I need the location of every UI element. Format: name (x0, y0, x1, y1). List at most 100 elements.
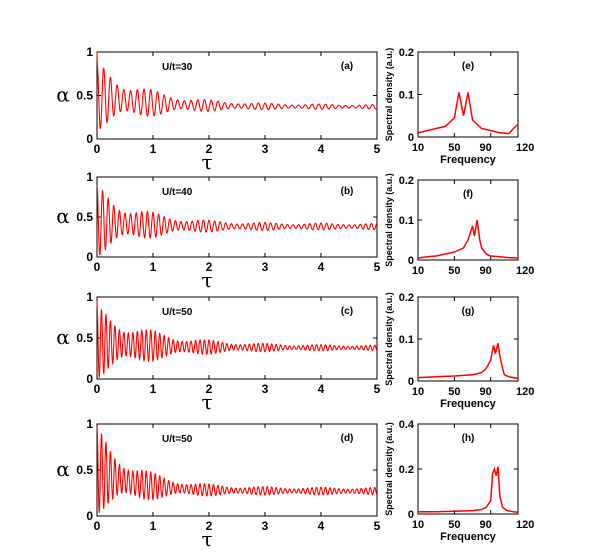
x-tick-label-b: 2 (206, 260, 213, 274)
x-tick-label-h: 90 (479, 519, 491, 531)
panel-label-d: (d) (341, 433, 354, 444)
x-tick-label-f: 50 (448, 265, 460, 277)
panel-label-h: (h) (462, 433, 475, 444)
y-tick-label-c: 0.5 (76, 331, 93, 345)
panel-label-f: (f) (463, 189, 473, 200)
y-tick-label-a: 0.5 (76, 89, 93, 103)
y-tick-label-e: 0.1 (399, 90, 414, 102)
annotation-b: U/t=40 (162, 187, 193, 198)
y-tick-label-a: 1 (86, 45, 93, 59)
x-tick-label-d: 0 (94, 519, 101, 533)
x-axis-label-e: Frequency (440, 154, 497, 166)
y-axis-label-a: α (56, 83, 70, 107)
x-tick-label-e: 10 (412, 142, 424, 154)
x-tick-label-e: 90 (479, 142, 491, 154)
x-axis-label-g: Frequency (440, 398, 497, 410)
series-line-g (417, 343, 519, 380)
x-tick-label-g: 90 (479, 386, 491, 398)
x-axis-label-b: τ (201, 268, 212, 292)
x-tick-label-h: 50 (448, 519, 460, 531)
x-tick-label-g: 50 (448, 386, 460, 398)
plot-frame-a (96, 51, 378, 140)
x-tick-label-e: 50 (448, 142, 460, 154)
x-tick-label-b: 5 (374, 260, 381, 274)
y-tick-label-c: 0 (86, 372, 93, 386)
x-axis-label-h: Frequency (440, 531, 497, 543)
x-axis-label-c: τ (201, 390, 212, 414)
series-line-d (96, 427, 378, 513)
x-tick-label-f: 90 (479, 265, 491, 277)
x-tick-label-h: 120 (516, 519, 534, 531)
y-tick-label-g: 0 (408, 376, 414, 388)
series-line-e (417, 92, 519, 135)
y-tick-label-b: 0.5 (76, 210, 93, 224)
x-tick-label-f: 10 (412, 265, 424, 277)
series-line-f (417, 219, 519, 259)
panel-label-e: (e) (462, 61, 474, 72)
annotation-c: U/t=50 (162, 307, 193, 318)
plot-frame-h (417, 423, 519, 515)
y-tick-label-h: 0.2 (399, 464, 414, 476)
x-tick-label-h: 10 (412, 519, 424, 531)
y-tick-label-e: 0 (408, 132, 414, 144)
x-axis-label-d: τ (201, 527, 212, 551)
y-tick-label-f: 0 (408, 255, 414, 267)
x-tick-label-g: 120 (516, 386, 534, 398)
series-line-c (96, 301, 378, 378)
x-tick-label-a: 0 (94, 142, 101, 156)
y-axis-label-g: Spectral density (a.u.) (384, 292, 394, 386)
annotation-d: U/t=50 (162, 434, 193, 445)
x-axis-label-a: τ (201, 150, 212, 174)
x-tick-label-c: 2 (206, 382, 213, 396)
y-tick-label-c: 1 (86, 290, 93, 304)
annotation-a: U/t=30 (162, 62, 193, 73)
y-tick-label-h: 0 (408, 509, 414, 521)
y-tick-label-g: 0.1 (399, 334, 414, 346)
x-tick-label-d: 1 (150, 519, 157, 533)
y-tick-label-h: 0.4 (399, 419, 415, 431)
x-tick-label-c: 3 (262, 382, 269, 396)
y-tick-label-d: 0 (86, 509, 93, 523)
x-tick-label-b: 0 (94, 260, 101, 274)
x-tick-label-a: 4 (318, 142, 325, 156)
y-axis-label-h: Spectral density (a.u.) (384, 422, 394, 516)
series-line-h (418, 466, 519, 513)
x-tick-label-a: 5 (374, 142, 381, 156)
panel-label-g: (g) (462, 306, 475, 317)
x-tick-label-c: 5 (374, 382, 381, 396)
x-tick-label-c: 0 (94, 382, 101, 396)
panel-label-c: (c) (341, 306, 353, 317)
x-tick-label-c: 1 (150, 382, 157, 396)
x-tick-label-d: 5 (374, 519, 381, 533)
y-tick-label-g: 0.2 (399, 292, 414, 304)
y-tick-label-b: 0 (86, 250, 93, 264)
y-tick-label-d: 1 (86, 417, 93, 431)
plot-frame-c (96, 296, 378, 380)
y-tick-label-a: 0 (86, 132, 93, 146)
y-tick-label-b: 1 (86, 170, 93, 184)
x-tick-label-c: 4 (318, 382, 325, 396)
x-tick-label-a: 1 (150, 142, 157, 156)
plot-frame-g (417, 296, 519, 382)
series-line-a (96, 51, 378, 130)
x-tick-label-e: 120 (516, 142, 534, 154)
series-line-b (96, 184, 378, 256)
y-axis-label-e: Spectral density (a.u.) (384, 48, 394, 142)
x-tick-label-b: 1 (150, 260, 157, 274)
panel-label-b: (b) (341, 186, 354, 197)
y-tick-label-f: 0.1 (399, 215, 414, 227)
y-tick-label-f: 0.2 (399, 175, 414, 187)
y-axis-label-f: Spectral density (a.u.) (384, 173, 394, 267)
x-tick-label-a: 2 (206, 142, 213, 156)
plot-frame-d (96, 423, 378, 517)
x-tick-label-d: 2 (206, 519, 213, 533)
x-tick-label-a: 3 (262, 142, 269, 156)
y-axis-label-b: α (56, 204, 70, 228)
x-tick-label-d: 3 (262, 519, 269, 533)
y-axis-label-d: α (56, 457, 70, 481)
panel-label-a: (a) (341, 61, 353, 72)
y-axis-label-c: α (56, 325, 70, 349)
x-tick-label-g: 10 (412, 386, 424, 398)
x-tick-label-f: 120 (516, 265, 534, 277)
